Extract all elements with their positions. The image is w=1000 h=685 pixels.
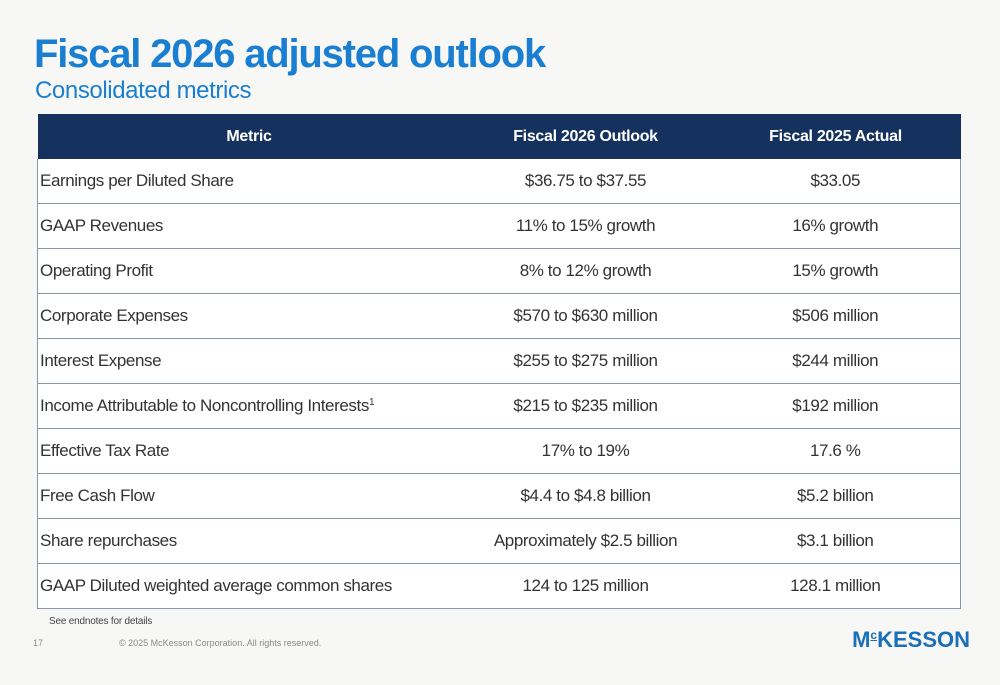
actual-cell: $192 million xyxy=(710,383,961,429)
mckesson-logo: McKESSON xyxy=(852,626,970,654)
table-body: Earnings per Diluted Share $36.75 to $37.… xyxy=(37,159,961,609)
metric-label: Earnings per Diluted Share xyxy=(40,171,234,190)
metric-cell: Income Attributable to Noncontrolling In… xyxy=(37,383,461,429)
metric-cell: Operating Profit xyxy=(37,248,461,294)
copyright-text: © 2025 McKesson Corporation. All rights … xyxy=(119,638,322,648)
outlook-cell: $570 to $630 million xyxy=(460,293,711,339)
metric-label: GAAP Diluted weighted average common sha… xyxy=(40,576,392,595)
metric-cell: Corporate Expenses xyxy=(37,293,461,339)
metric-label: Operating Profit xyxy=(40,261,153,280)
actual-cell: 17.6 % xyxy=(710,428,961,474)
table-row: Free Cash Flow $4.4 to $4.8 billion $5.2 b… xyxy=(37,473,961,519)
actual-cell: $5.2 billion xyxy=(710,473,961,519)
actual-cell: 128.1 million xyxy=(710,563,961,609)
metric-label: Effective Tax Rate xyxy=(40,441,170,460)
metric-label: Interest Expense xyxy=(40,351,162,370)
table-row: GAAP Diluted weighted average common sha… xyxy=(37,563,961,609)
header-row: Metric Fiscal 2026 Outlook Fiscal 2025 A… xyxy=(37,114,961,159)
table-row: Effective Tax Rate 17% to 19% 17.6 % xyxy=(37,428,961,474)
actual-cell: 16% growth xyxy=(710,203,961,249)
table-row: GAAP Revenues 11% to 15% growth 16% growth xyxy=(37,203,961,249)
outlook-cell: $4.4 to $4.8 billion xyxy=(460,473,711,519)
outlook-cell: $255 to $275 million xyxy=(460,338,711,384)
metric-cell: GAAP Revenues xyxy=(37,203,461,249)
footnote-marker: 1 xyxy=(368,397,375,408)
metric-label: GAAP Revenues xyxy=(40,216,164,235)
outlook-cell: 17% to 19% xyxy=(460,428,711,474)
header-fiscal-2025-actual: Fiscal 2025 Actual xyxy=(710,114,961,159)
table-header: Metric Fiscal 2026 Outlook Fiscal 2025 A… xyxy=(37,114,961,159)
outlook-cell: 8% to 12% growth xyxy=(460,248,711,294)
outlook-cell: $36.75 to $37.55 xyxy=(460,159,711,204)
metric-label: Share repurchases xyxy=(40,531,177,550)
logo-part-c: c xyxy=(870,628,878,642)
actual-cell: $3.1 billion xyxy=(710,518,961,564)
metric-label: Free Cash Flow xyxy=(40,486,155,505)
page-title: Fiscal 2026 adjusted outlook xyxy=(34,32,546,76)
page-subtitle: Consolidated metrics xyxy=(35,77,252,104)
header-metric: Metric xyxy=(37,114,461,159)
table-row: Income Attributable to Noncontrolling In… xyxy=(37,383,961,429)
table-row: Operating Profit 8% to 12% growth 15% grow… xyxy=(37,248,961,294)
outlook-cell: 124 to 125 million xyxy=(460,563,711,609)
outlook-cell: $215 to $235 million xyxy=(460,383,711,429)
table-row: Interest Expense $255 to $275 million $244… xyxy=(37,338,961,384)
logo-part-kesson: KESSON xyxy=(877,627,970,652)
metric-cell: Interest Expense xyxy=(37,338,461,384)
actual-cell: $33.05 xyxy=(710,159,961,204)
page-number: 17 xyxy=(33,638,44,648)
table-row: Earnings per Diluted Share $36.75 to $37.… xyxy=(37,159,961,204)
metric-cell: Earnings per Diluted Share xyxy=(37,159,461,204)
actual-cell: $506 million xyxy=(710,293,961,339)
outlook-table: Metric Fiscal 2026 Outlook Fiscal 2025 A… xyxy=(37,114,961,609)
metric-label: Income Attributable to Noncontrolling In… xyxy=(40,396,369,415)
header-fiscal-2026-outlook: Fiscal 2026 Outlook xyxy=(460,114,711,159)
metric-label: Corporate Expenses xyxy=(40,306,188,325)
endnote-text: See endnotes for details xyxy=(49,616,153,627)
metric-cell: GAAP Diluted weighted average common sha… xyxy=(37,563,461,609)
metric-cell: Share repurchases xyxy=(37,518,461,564)
outlook-cell: Approximately $2.5 billion xyxy=(460,518,711,564)
metric-cell: Effective Tax Rate xyxy=(37,428,461,474)
actual-cell: 15% growth xyxy=(710,248,961,294)
logo-part-m: M xyxy=(852,627,871,652)
actual-cell: $244 million xyxy=(710,338,961,384)
metric-cell: Free Cash Flow xyxy=(37,473,461,519)
table-row: Corporate Expenses $570 to $630 million $5… xyxy=(37,293,961,339)
table-row: Share repurchases Approximately $2.5 bill… xyxy=(37,518,961,564)
outlook-cell: 11% to 15% growth xyxy=(460,203,711,249)
